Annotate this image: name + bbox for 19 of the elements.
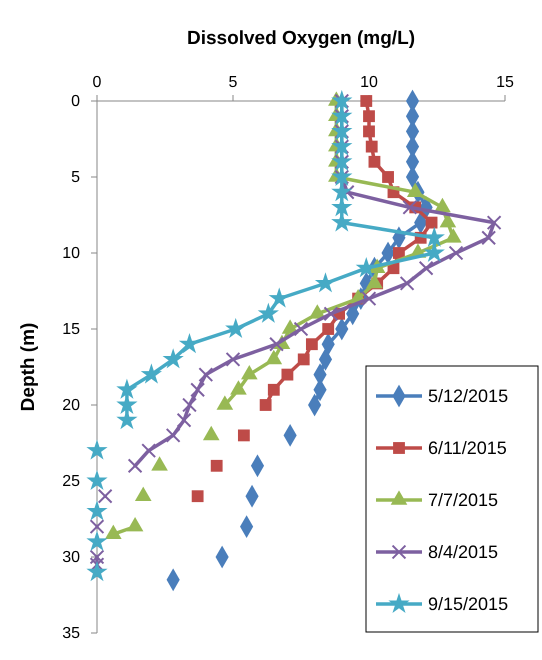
y-tick-label: 20 [62, 397, 80, 414]
y-tick-label: 5 [71, 169, 80, 186]
x-axis-title: Dissolved Oxygen (mg/L) [186, 28, 416, 49]
y-tick-label: 0 [71, 93, 80, 110]
legend-label: 8/4/2015 [428, 542, 498, 562]
y-tick-label: 15 [62, 321, 80, 338]
legend-label: 6/11/2015 [428, 438, 507, 458]
y-tick-label: 35 [62, 625, 80, 642]
y-tick-label: 30 [62, 549, 80, 566]
y-tick-label: 25 [62, 473, 80, 490]
x-tick-label: 10 [360, 74, 378, 92]
y-axis-title: Depth (m) [18, 322, 39, 412]
legend-label: 5/12/2015 [428, 386, 508, 406]
legend-label: 9/15/2015 [428, 594, 508, 614]
legend-label: 7/7/2015 [428, 490, 498, 510]
x-tick-label: 0 [92, 74, 102, 92]
x-tick-label: 5 [228, 74, 238, 92]
x-tick-label: 15 [496, 74, 514, 92]
y-tick-label: 10 [62, 245, 80, 262]
